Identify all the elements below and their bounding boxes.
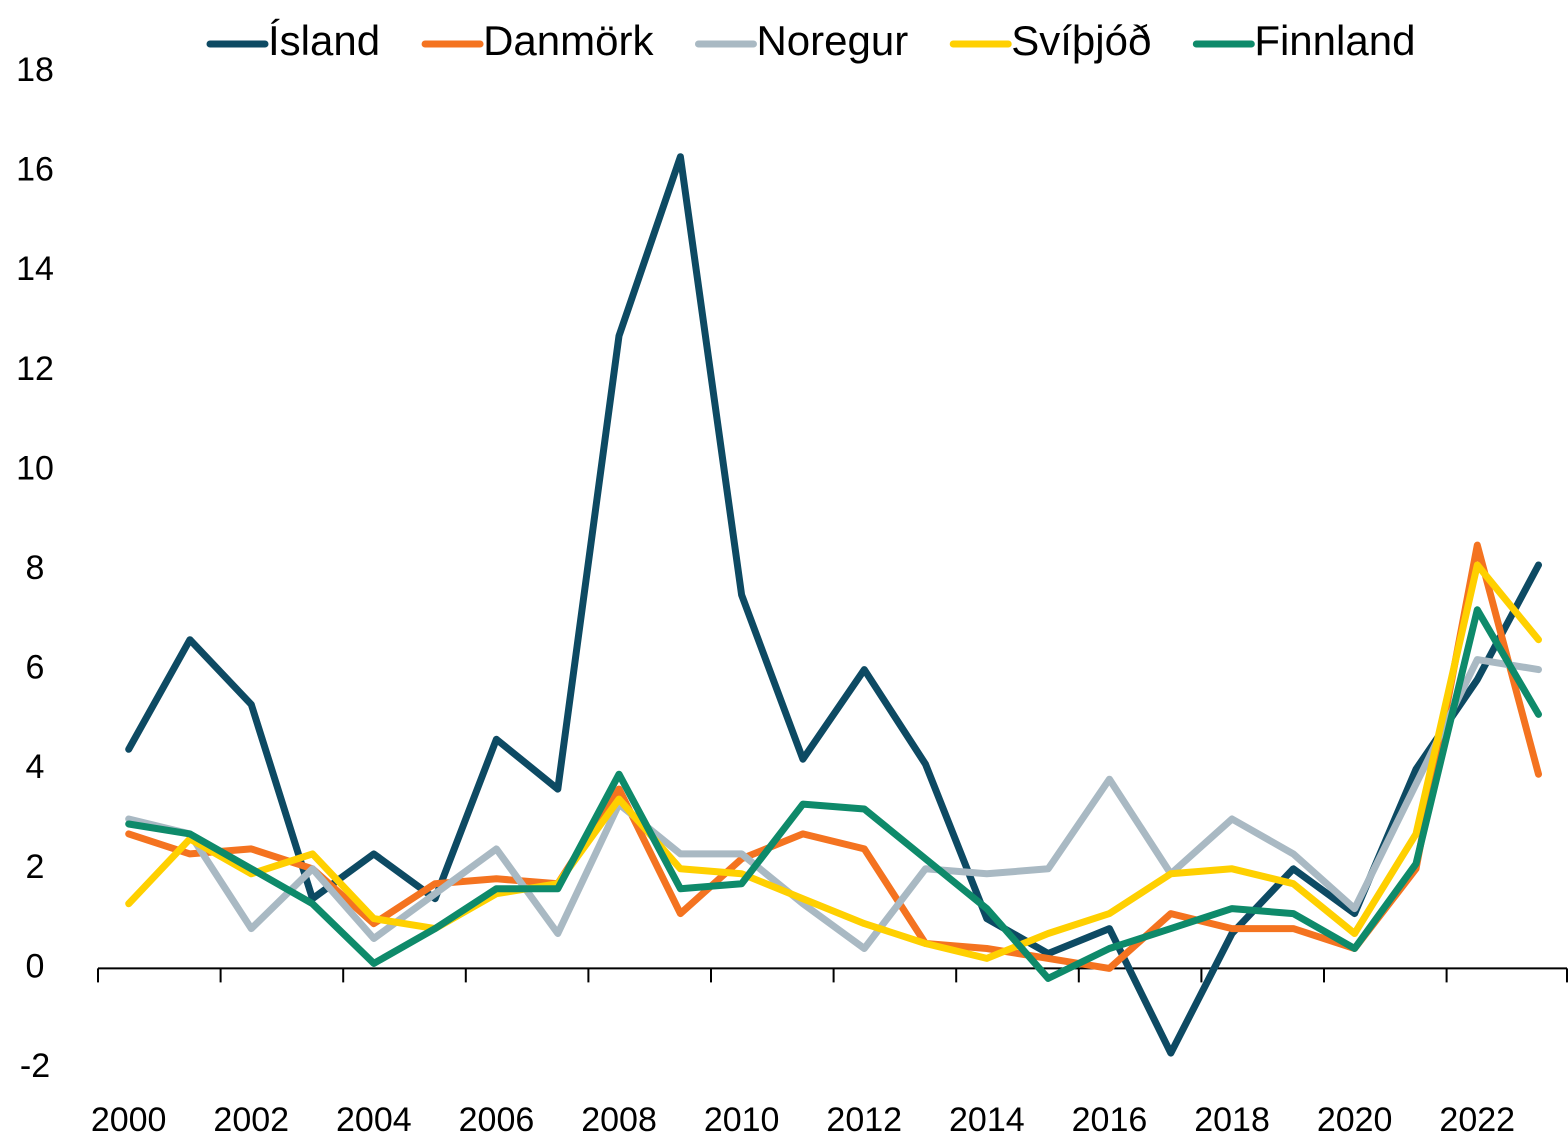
series-line	[125, 606, 1542, 982]
legend-label: Noregur	[756, 17, 908, 64]
series-line	[125, 541, 1542, 972]
x-tick-label: 2008	[581, 1101, 657, 1139]
y-tick-label: 12	[16, 350, 54, 388]
x-tick-label: 2002	[213, 1101, 289, 1139]
x-tick-label: 2018	[1194, 1101, 1270, 1139]
y-tick-label: 6	[26, 649, 45, 687]
y-tick-label: -2	[20, 1047, 50, 1085]
x-tick-label: 2004	[336, 1101, 412, 1139]
y-tick-label: 4	[26, 748, 45, 786]
series-line	[125, 153, 1542, 1057]
x-tick-label: 2010	[704, 1101, 780, 1139]
x-tick-label: 2014	[949, 1101, 1025, 1139]
series-line	[125, 561, 1542, 962]
x-tick-label: 2006	[459, 1101, 535, 1139]
y-tick-label: 0	[26, 947, 45, 985]
x-tick-label: 2016	[1072, 1101, 1148, 1139]
x-tick-label: 2000	[91, 1101, 167, 1139]
x-tick-label: 2012	[826, 1101, 902, 1139]
y-tick-label: 16	[16, 151, 54, 189]
legend-label: Ísland	[268, 17, 380, 64]
x-tick-label: 2020	[1317, 1101, 1393, 1139]
y-tick-label: 14	[16, 250, 54, 288]
y-tick-label: 10	[16, 449, 54, 487]
x-tick-label: 2022	[1439, 1101, 1515, 1139]
legend-label: Svíþjóð	[1011, 17, 1151, 64]
y-tick-label: 2	[26, 848, 45, 886]
y-tick-label: 18	[16, 51, 54, 89]
y-tick-label: 8	[26, 549, 45, 587]
legend-label: Danmörk	[483, 17, 654, 64]
legend-label: Finnland	[1254, 17, 1415, 64]
series-line	[125, 656, 1542, 952]
